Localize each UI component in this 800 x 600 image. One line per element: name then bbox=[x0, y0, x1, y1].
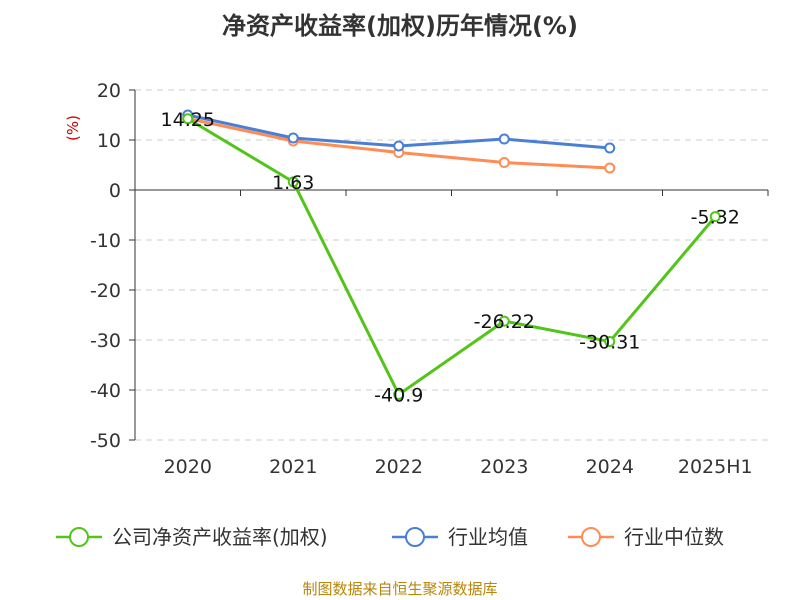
x-tick-label: 2023 bbox=[480, 456, 528, 478]
x-tick-label: 2021 bbox=[269, 456, 317, 478]
legend: 公司净资产收益率(加权) 行业均值 行业中位数 bbox=[56, 525, 724, 549]
data-labels: 14.25 1.63 -40.9 -26.22 -30.31 -5.32 bbox=[161, 109, 740, 407]
legend-label: 行业均值 bbox=[448, 525, 528, 549]
y-tick-label: -10 bbox=[90, 230, 121, 252]
legend-label: 公司净资产收益率(加权) bbox=[112, 525, 328, 549]
series-line bbox=[186, 117, 717, 396]
data-point bbox=[604, 336, 616, 348]
y-tick-labels: 20 10 0 -10 -20 -30 -40 -50 bbox=[90, 80, 121, 452]
data-point bbox=[604, 142, 616, 154]
data-point bbox=[182, 113, 194, 125]
x-tick-label: 2024 bbox=[586, 456, 634, 478]
data-point bbox=[498, 157, 510, 168]
series-lines bbox=[182, 109, 721, 400]
x-tick-label: 2020 bbox=[164, 456, 212, 478]
data-point bbox=[287, 176, 299, 188]
y-tick-label: 20 bbox=[97, 80, 121, 102]
data-point bbox=[604, 162, 616, 174]
x-tick-labels: 2020 2021 2022 2023 2024 2025H1 bbox=[164, 456, 753, 478]
legend-marker bbox=[69, 527, 89, 547]
data-label: -30.31 bbox=[579, 332, 640, 354]
data-label: -40.9 bbox=[374, 385, 423, 407]
data-point bbox=[709, 211, 721, 223]
axes bbox=[129, 89, 769, 441]
chart-title: 净资产收益率(加权)历年情况(%) bbox=[222, 12, 578, 40]
y-tick-label: 0 bbox=[109, 180, 121, 202]
y-tick-label: -30 bbox=[90, 330, 121, 352]
data-point bbox=[498, 315, 510, 327]
x-tick-label: 2022 bbox=[375, 456, 423, 478]
y-tick-label: 10 bbox=[97, 130, 121, 152]
legend-marker bbox=[581, 527, 601, 547]
legend-label: 行业中位数 bbox=[624, 525, 724, 549]
y-axis-label: (%) bbox=[64, 115, 82, 141]
data-label: -26.22 bbox=[474, 311, 535, 333]
y-tick-label: -20 bbox=[90, 280, 121, 302]
y-tick-label: -40 bbox=[90, 380, 121, 402]
data-point bbox=[498, 133, 510, 145]
source-note: 制图数据来自恒生聚源数据库 bbox=[302, 580, 498, 598]
data-point bbox=[287, 132, 299, 144]
data-label: -5.32 bbox=[691, 207, 740, 229]
data-label: 14.25 bbox=[161, 109, 215, 131]
x-tick-label: 2025H1 bbox=[678, 456, 753, 478]
y-tick-label: -50 bbox=[90, 430, 121, 452]
legend-marker bbox=[405, 527, 425, 547]
data-point bbox=[393, 389, 405, 400]
data-label: 1.63 bbox=[272, 172, 314, 194]
data-point bbox=[393, 140, 405, 152]
